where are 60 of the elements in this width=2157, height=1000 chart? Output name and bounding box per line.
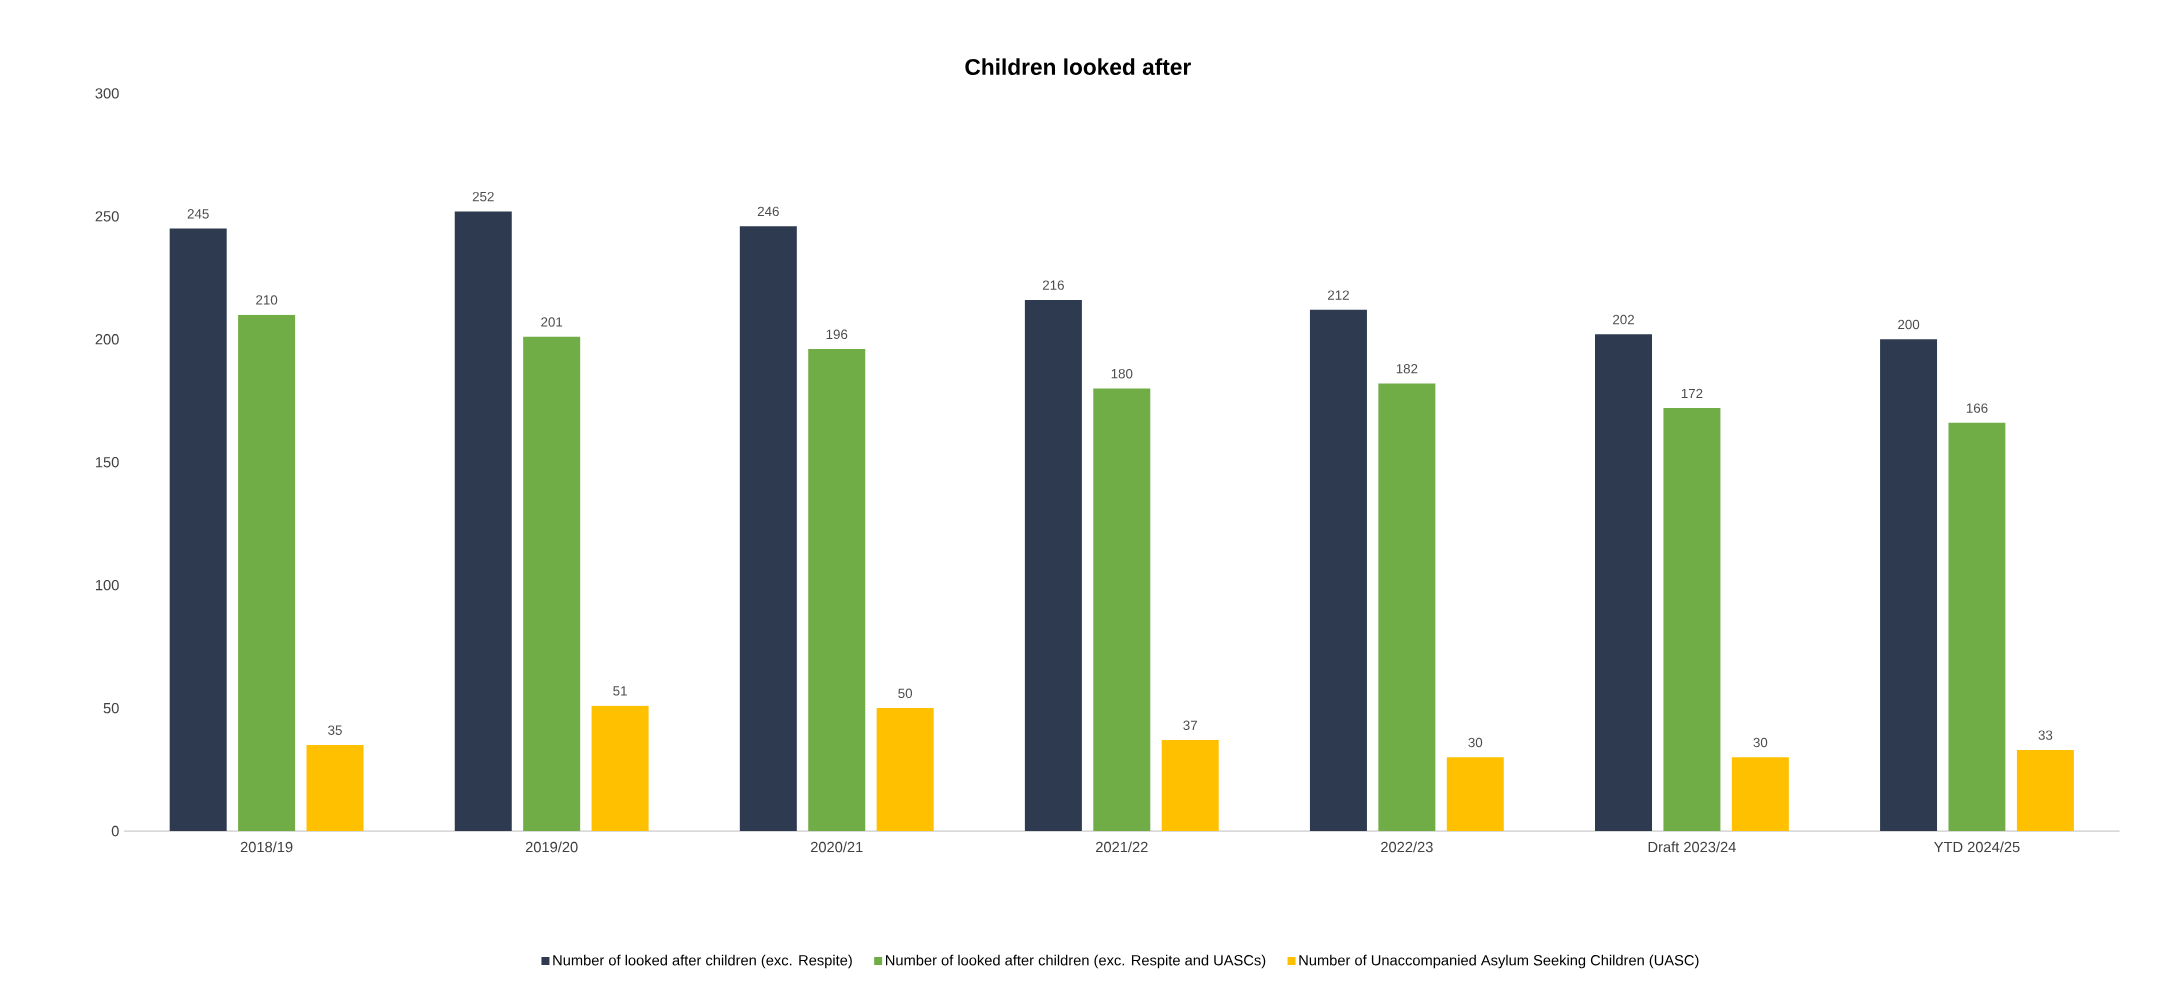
bar <box>1663 407 1721 831</box>
data-label: 196 <box>826 329 848 339</box>
data-label: 30 <box>1468 737 1483 747</box>
data-label: 212 <box>1327 290 1349 300</box>
bar <box>523 336 581 831</box>
bar <box>1446 757 1504 831</box>
y-tick-label: 150 <box>95 456 119 468</box>
bar <box>238 314 296 831</box>
y-tick-label: 300 <box>95 87 119 99</box>
data-label: 245 <box>187 208 209 219</box>
data-label: 182 <box>1396 363 1418 374</box>
bar <box>1595 334 1653 831</box>
bar <box>1880 339 1938 831</box>
x-tick-label: Draft 2023/24 <box>1648 841 1736 853</box>
bar <box>169 228 227 831</box>
data-label: 252 <box>472 191 494 202</box>
bar <box>1093 388 1151 831</box>
data-label: 50 <box>898 688 913 698</box>
data-label: 202 <box>1613 314 1634 325</box>
bar <box>1731 757 1789 831</box>
x-tick-label: 2018/19 <box>240 841 293 853</box>
bar <box>1309 309 1367 831</box>
x-tick-label: 2019/20 <box>525 841 578 853</box>
data-label: 51 <box>613 686 627 696</box>
data-label: 37 <box>1183 720 1197 730</box>
y-tick-label: 100 <box>95 579 119 591</box>
data-label: 210 <box>256 294 278 305</box>
data-label: 33 <box>2038 730 2053 740</box>
y-tick-label: 200 <box>95 333 119 345</box>
y-tick-label: 0 <box>111 825 119 837</box>
data-label: 201 <box>541 317 563 327</box>
data-label: 35 <box>328 725 342 735</box>
chart-title: Children looked after <box>965 58 1191 75</box>
data-label: 180 <box>1111 368 1133 379</box>
bar <box>1161 739 1219 831</box>
bar <box>808 348 866 831</box>
y-tick-label: 50 <box>103 702 119 714</box>
x-tick-label: 2021/22 <box>1096 841 1148 853</box>
legend-label: Number of looked after children (exc. Respite) <box>553 954 852 969</box>
bar <box>591 705 649 831</box>
legend-label: Number of Unaccompanied Asylum Seeking Children (UASC) <box>1299 954 1699 969</box>
bar <box>454 211 512 831</box>
bar <box>1378 383 1436 831</box>
bar <box>739 225 797 831</box>
bar <box>306 744 364 831</box>
bar <box>2016 749 2074 831</box>
x-tick-label: 2022/23 <box>1381 841 1433 853</box>
bar <box>1024 299 1082 831</box>
bar <box>1948 422 2006 831</box>
legend-label: Number of looked after children (exc. Respite and UASCs) <box>886 954 1266 969</box>
data-label: 246 <box>757 206 779 216</box>
data-label: 172 <box>1681 388 1703 398</box>
data-label: 200 <box>1898 319 1920 329</box>
data-label: 166 <box>1966 403 1988 413</box>
data-label: 30 <box>1753 737 1768 747</box>
x-tick-label: YTD 2024/25 <box>1934 841 2020 853</box>
bar <box>876 707 934 831</box>
data-label: 216 <box>1042 280 1064 290</box>
y-tick-label: 250 <box>95 210 119 222</box>
x-tick-label: 2020/21 <box>810 841 863 853</box>
